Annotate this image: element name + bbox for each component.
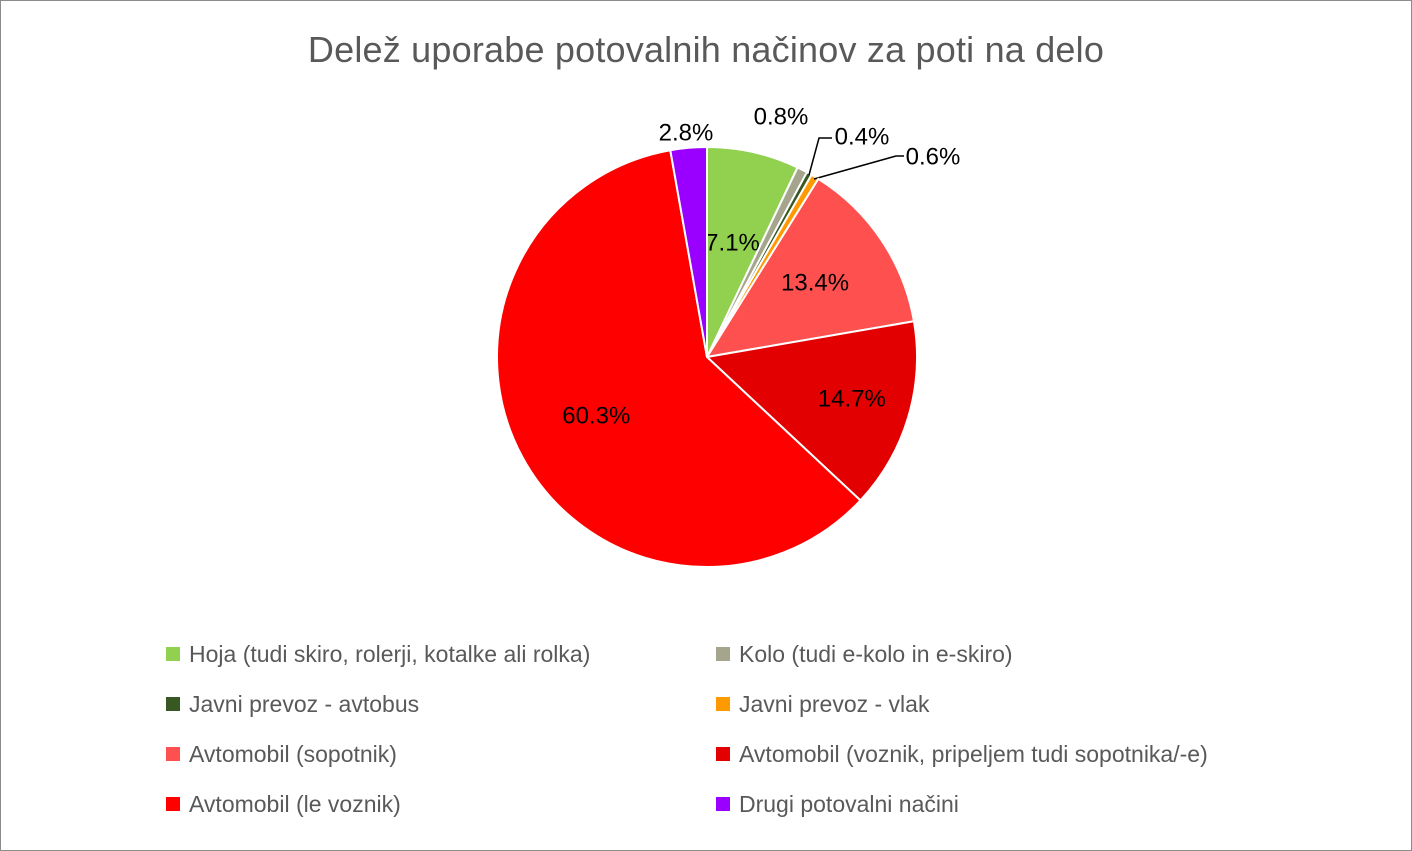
legend-label: Avtomobil (sopotnik) <box>189 740 397 767</box>
legend-item: Hoja (tudi skiro, rolerji, kotalke ali r… <box>166 641 716 667</box>
data-label: 2.8% <box>659 119 714 146</box>
data-label: 60.3% <box>562 402 630 429</box>
chart-title: Delež uporabe potovalnih načinov za poti… <box>307 29 1105 70</box>
legend-swatch <box>166 697 180 711</box>
leader-line <box>813 155 904 180</box>
legend-label: Avtomobil (le voznik) <box>189 790 401 817</box>
pie-slice <box>704 320 918 502</box>
legend-item: Avtomobil (voznik, pripeljem tudi sopotn… <box>716 741 1326 767</box>
legend-swatch <box>166 797 180 811</box>
data-label: 0.6% <box>906 143 961 170</box>
legend-item: Avtomobil (le voznik) <box>166 791 716 817</box>
legend-label: Avtomobil (voznik, pripeljem tudi sopotn… <box>739 740 1208 767</box>
pie-slice <box>669 145 708 358</box>
legend-label: Kolo (tudi e-kolo in e-skiro) <box>739 640 1013 667</box>
legend-swatch <box>166 647 180 661</box>
legend-label: Javni prevoz - avtobus <box>189 690 420 717</box>
legend-swatch <box>716 747 730 761</box>
legend-item: Javni prevoz - avtobus <box>166 691 716 717</box>
data-label: 0.4% <box>835 123 890 150</box>
legend-item: Javni prevoz - vlak <box>716 691 1326 717</box>
pie-slice <box>496 149 862 568</box>
legend-swatch <box>716 647 730 661</box>
legend-label: Javni prevoz - vlak <box>739 690 930 717</box>
legend-item: Drugi potovalni načini <box>716 791 1326 817</box>
legend-swatch <box>716 797 730 811</box>
legend-item: Kolo (tudi e-kolo in e-skiro) <box>716 641 1326 667</box>
pie-slice <box>704 177 916 359</box>
legend-label: Hoja (tudi skiro, rolerji, kotalke ali r… <box>189 640 591 667</box>
legend-item: Avtomobil (sopotnik) <box>166 741 716 767</box>
data-label: 0.8% <box>754 103 809 130</box>
data-label: 7.1% <box>705 230 760 257</box>
legend-swatch <box>166 747 180 761</box>
pie-chart: 7.1% 0.8% 0.4% 0.6% 13.4% 14.7% 60.3% 2.8% <box>496 103 961 568</box>
leader-line <box>808 137 832 176</box>
chart-legend: Hoja (tudi skiro, rolerji, kotalke ali r… <box>166 641 1326 817</box>
data-label: 13.4% <box>781 270 849 297</box>
data-label: 14.7% <box>818 386 886 413</box>
legend-swatch <box>716 697 730 711</box>
legend-label: Drugi potovalni načini <box>739 790 959 817</box>
